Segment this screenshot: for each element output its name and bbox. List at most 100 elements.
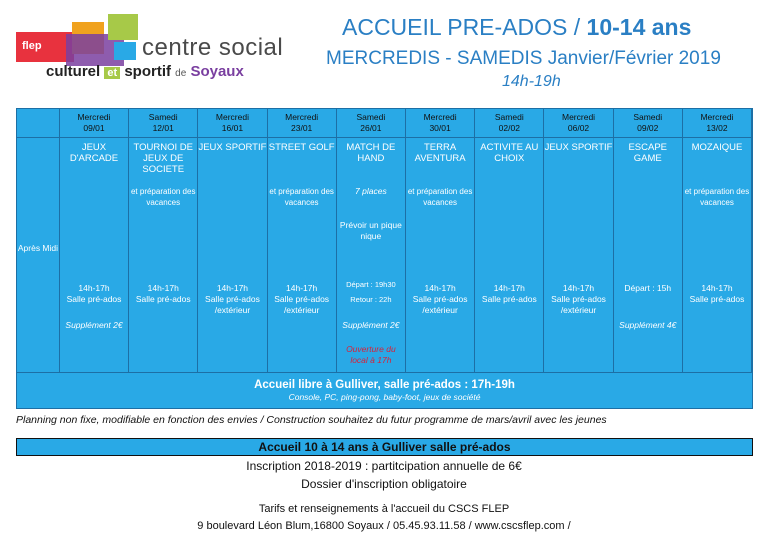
activity-name: JEUX SPORTIF bbox=[544, 142, 613, 153]
title-part-a: ACCUEIL PRE-ADOS / bbox=[342, 14, 587, 40]
logo-subline: culturel et sportif de Soyaux bbox=[46, 63, 244, 80]
activity-cell: MATCH DE HAND 7 places Prévoir un pique ni… bbox=[337, 138, 406, 373]
activity-name: MATCH DE HAND bbox=[346, 142, 396, 164]
activity-supplement: Supplément 2€ bbox=[65, 320, 123, 330]
activity-place: Salle pré-ados /extérieur bbox=[412, 294, 468, 315]
logo-square-red bbox=[16, 32, 74, 62]
day-header-cell: Mercredi 23/01 bbox=[267, 109, 337, 138]
day-name: Mercredi bbox=[215, 112, 249, 122]
activity-time: 14h-17h bbox=[701, 283, 733, 293]
welcome-bar: Accueil 10 à 14 ans à Gulliver salle pré… bbox=[16, 438, 753, 456]
day-name: Mercredi bbox=[77, 112, 111, 122]
activity-supplement: Supplément 2€ bbox=[342, 320, 400, 330]
free-access-band: Accueil libre à Gulliver, salle pré-ados… bbox=[16, 373, 753, 409]
activity-place: Salle pré-ados /extérieur bbox=[274, 294, 330, 315]
day-date: 30/01 bbox=[429, 123, 451, 133]
activity-time: 14h-17h bbox=[562, 283, 595, 293]
activity-details: et préparation des vacances bbox=[684, 187, 750, 207]
activity-place: Salle pré-ados /extérieur bbox=[551, 294, 606, 315]
activity-name: TOURNOI DE JEUX DE SOCIETE bbox=[133, 142, 193, 175]
day-date: 23/01 bbox=[291, 123, 313, 133]
activity-place: Retour : 22h bbox=[350, 295, 392, 304]
page-title: ACCUEIL PRE-ADOS / 10-14 ans bbox=[342, 14, 691, 41]
day-name: Samedi bbox=[356, 112, 386, 122]
day-header-cell: Samedi 12/01 bbox=[129, 109, 199, 138]
activity-cell: JEUX SPORTIF 14h-17h Salle pré-ados /extér… bbox=[544, 138, 614, 373]
activity-note-red: Ouverture du local à 17h bbox=[346, 344, 396, 365]
activity-cell: TOURNOI DE JEUX DE SOCIETE et préparation… bbox=[129, 138, 199, 373]
day-header-cell: Mercredi 13/02 bbox=[682, 109, 753, 138]
activity-time: 14h-17h bbox=[216, 283, 249, 293]
page-hours: 14h-19h bbox=[502, 73, 561, 90]
activity-time: 14h-17h bbox=[493, 283, 525, 293]
day-header-cell: Mercredi 09/01 bbox=[59, 109, 130, 138]
day-header-cell: Mercredi 06/02 bbox=[544, 109, 614, 138]
activity-details: et préparation des vacances bbox=[130, 187, 196, 207]
free-access-subtitle: Console, PC, ping-pong, baby-foot, jeux … bbox=[288, 392, 481, 402]
day-name: Samedi bbox=[148, 112, 178, 122]
logo-soyaux: Soyaux bbox=[190, 63, 244, 80]
activity-name: ACTIVITE AU CHOIX bbox=[480, 142, 539, 164]
activity-time: Départ : 15h bbox=[624, 283, 672, 293]
logo-centre-social: centre social bbox=[142, 34, 284, 61]
logo-square-blue bbox=[114, 42, 136, 60]
activity-time: 14h-17h bbox=[78, 283, 110, 293]
info-registration: Inscription 2018-2019 : partitcipation a… bbox=[246, 459, 522, 473]
day-date: 06/02 bbox=[567, 123, 590, 133]
row-label: Après Midi bbox=[17, 243, 59, 253]
activity-cell: ACTIVITE AU CHOIX 14h-17h Salle pré-ados bbox=[475, 138, 545, 373]
activity-cell: MOZAIQUE et préparation des vacances 14h-1… bbox=[683, 138, 753, 373]
schedule-corner-cell bbox=[17, 109, 60, 138]
activity-name: JEUX D'ARCADE bbox=[69, 142, 119, 164]
activity-supplement: Supplément 4€ bbox=[619, 320, 677, 330]
activity-time: 14h-17h bbox=[424, 283, 456, 293]
activity-details: et préparation des vacances bbox=[269, 187, 334, 207]
day-date: 26/01 bbox=[360, 123, 382, 133]
logo-square-green bbox=[108, 14, 138, 40]
logo-culturel: culturel bbox=[46, 63, 101, 80]
day-name: Mercredi bbox=[423, 112, 457, 122]
activity-details-2: Prévoir un pique nique bbox=[339, 220, 402, 241]
activity-details: 7 places bbox=[355, 186, 387, 196]
activity-time: Départ : 19h30 bbox=[346, 280, 396, 289]
logo-et: et bbox=[104, 67, 121, 79]
planning-note: Planning non fixe, modifiable en fonctio… bbox=[16, 414, 607, 426]
logo: flep centre social culturel et sportif d… bbox=[16, 14, 308, 86]
day-date: 16/01 bbox=[221, 123, 244, 133]
activity-name: JEUX SPORTIF bbox=[198, 142, 267, 153]
day-name: Samedi bbox=[633, 112, 663, 122]
day-header-cell: Mercredi 16/01 bbox=[198, 109, 268, 138]
activity-cell: JEUX D'ARCADE 14h-17h Salle pré-ados Supplé… bbox=[60, 138, 130, 373]
logo-sportif: sportif bbox=[124, 63, 171, 80]
day-name: Mercredi bbox=[285, 112, 319, 122]
activity-details: et préparation des vacances bbox=[407, 187, 473, 207]
day-header-cell: Samedi 02/02 bbox=[475, 109, 545, 138]
page-subtitle: MERCREDIS - SAMEDIS Janvier/Février 2019 bbox=[326, 48, 721, 69]
day-header-cell: Mercredi 30/01 bbox=[405, 109, 476, 138]
free-access-title: Accueil libre à Gulliver, salle pré-ados… bbox=[254, 379, 515, 391]
activity-name: MOZAIQUE bbox=[691, 142, 743, 153]
activity-time: 14h-17h bbox=[147, 283, 179, 293]
schedule-header-row: Mercredi 09/01 Samedi 12/01 Mercredi 16/01 Mer… bbox=[17, 109, 753, 138]
activity-name: ESCAPE GAME bbox=[628, 142, 668, 164]
day-name: Mercredi bbox=[562, 112, 596, 122]
info-tarifs: Tarifs et renseignements à l'accueil du … bbox=[258, 503, 510, 515]
day-date: 02/02 bbox=[498, 123, 520, 133]
schedule-body-row: Après Midi JEUX D'ARCADE 14h-17h Salle pré… bbox=[17, 138, 753, 373]
schedule-table: Mercredi 09/01 Samedi 12/01 Mercredi 16/01 Mer… bbox=[16, 108, 753, 373]
day-name: Samedi bbox=[494, 112, 524, 122]
activity-place: Salle pré-ados bbox=[66, 294, 122, 304]
activity-cell: STREET GOLF et préparation des vacances 14… bbox=[268, 138, 337, 373]
activity-name: STREET GOLF bbox=[268, 142, 335, 153]
day-header-cell: Samedi 09/02 bbox=[613, 109, 683, 138]
day-date: 09/01 bbox=[83, 123, 105, 133]
activity-cell: ESCAPE GAME Départ : 15h Supplément 4€ bbox=[614, 138, 683, 373]
logo-flep: flep bbox=[22, 40, 42, 52]
activity-cell: TERRA AVENTURA et préparation des vacance… bbox=[406, 138, 476, 373]
activity-time: 14h-17h bbox=[286, 283, 318, 293]
day-header-cell: Samedi 26/01 bbox=[336, 109, 406, 138]
info-address: 9 boulevard Léon Blum,16800 Soyaux / 05.… bbox=[197, 520, 571, 532]
day-date: 12/01 bbox=[152, 123, 174, 133]
info-dossier: Dossier d'inscription obligatoire bbox=[301, 477, 467, 491]
activity-place: Salle pré-ados bbox=[689, 294, 745, 304]
